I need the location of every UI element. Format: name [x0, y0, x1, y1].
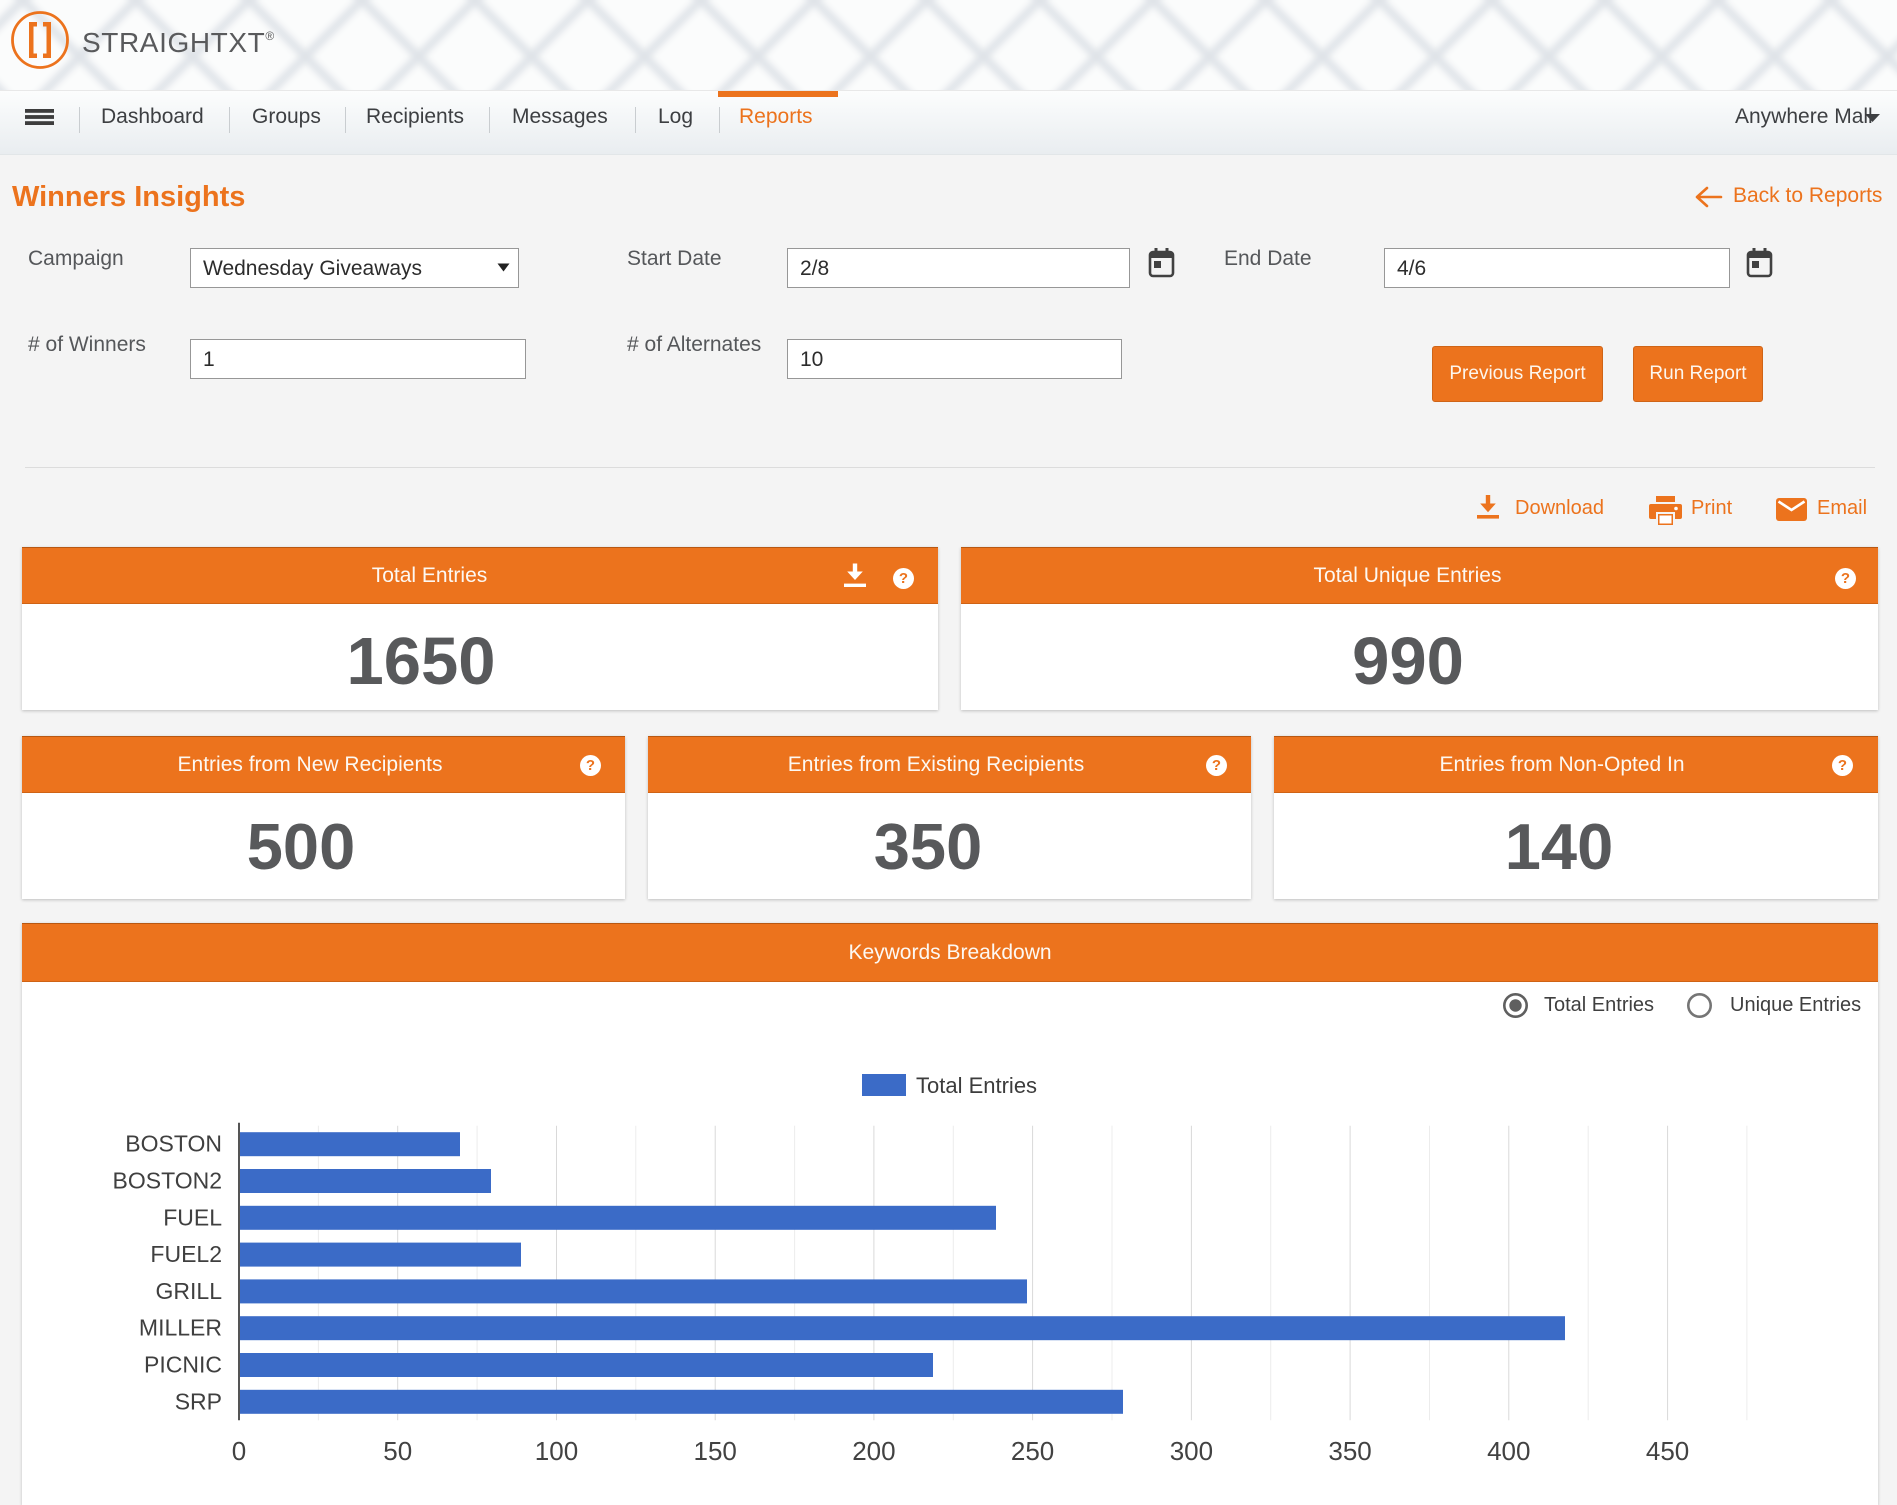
svg-text:BOSTON: BOSTON	[125, 1131, 222, 1157]
svg-text:50: 50	[383, 1436, 412, 1466]
svg-text:FUEL: FUEL	[163, 1204, 222, 1230]
svg-text:Total Entries: Total Entries	[916, 1073, 1037, 1098]
svg-text:300: 300	[1170, 1436, 1213, 1466]
svg-text:BOSTON2: BOSTON2	[113, 1168, 223, 1194]
svg-text:100: 100	[535, 1436, 578, 1466]
svg-text:PICNIC: PICNIC	[144, 1352, 222, 1378]
svg-text:MILLER: MILLER	[139, 1315, 222, 1341]
svg-text:350: 350	[1328, 1436, 1371, 1466]
svg-text:0: 0	[232, 1436, 246, 1466]
svg-text:400: 400	[1487, 1436, 1530, 1466]
svg-text:GRILL: GRILL	[156, 1278, 223, 1304]
svg-text:200: 200	[852, 1436, 895, 1466]
svg-text:450: 450	[1646, 1436, 1689, 1466]
svg-text:150: 150	[694, 1436, 737, 1466]
svg-text:250: 250	[1011, 1436, 1054, 1466]
svg-text:SRP: SRP	[175, 1388, 222, 1414]
svg-text:FUEL2: FUEL2	[150, 1241, 222, 1267]
